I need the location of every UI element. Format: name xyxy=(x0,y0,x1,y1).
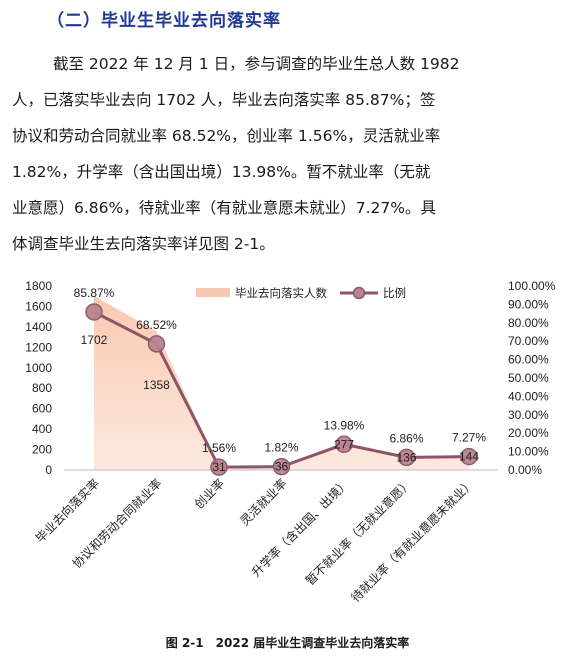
ratio-point-marker xyxy=(85,303,103,321)
count-data-label: 36 xyxy=(275,460,289,474)
destination-rate-chart: 0 200 400 600 800 1000 1200 1400 1600 1800 0.00% 10… xyxy=(25,279,556,605)
section-heading: （二）毕业生毕业去向落实率 xyxy=(47,11,281,31)
area-series-count xyxy=(94,296,469,470)
legend-area-swatch xyxy=(196,288,230,297)
left-axis-tick-label: 600 xyxy=(32,402,52,416)
paragraph-line: 人，已落实毕业去向 1702 人，毕业去向落实率 85.87%；签 xyxy=(12,91,436,109)
ratio-point-marker xyxy=(272,457,291,476)
left-axis-tick-label: 800 xyxy=(32,381,52,395)
ratio-point-marker xyxy=(147,335,166,353)
count-data-label: 1358 xyxy=(143,378,170,392)
ratio-point-marker xyxy=(335,435,353,454)
left-axis-tick-label: 1200 xyxy=(25,340,52,354)
ratio-data-label: 13.98% xyxy=(324,418,365,432)
ratio-data-label: 85.87% xyxy=(74,286,115,300)
right-axis-tick-label: 40.00% xyxy=(508,389,549,403)
count-data-label: 277 xyxy=(334,437,354,451)
right-axis-tick-label: 100.00% xyxy=(508,279,556,293)
paragraph-line: 截至 2022 年 12 月 1 日，参与调查的毕业生总人数 1982 xyxy=(53,55,460,73)
ratio-data-label: 1.82% xyxy=(264,441,298,455)
ratio-point-marker xyxy=(460,447,478,466)
legend-line-label: 比例 xyxy=(383,286,406,300)
category-axis-label: 灵活就业率 xyxy=(237,476,290,529)
right-axis-tick-label: 0.00% xyxy=(508,463,542,477)
category-axis-label: 待就业率（有就业意愿未就业） xyxy=(348,476,477,605)
left-axis-tick-label: 1800 xyxy=(25,279,52,293)
figure-caption: 图 2-1 2022 届毕业生调查毕业去向落实率 xyxy=(165,636,410,650)
ratio-point-marker xyxy=(397,448,416,467)
category-axis-label: 毕业去向落实率 xyxy=(32,476,102,546)
paragraph-line: 1.82%，升学率（含出国出境）13.98%。暂不就业率（无就 xyxy=(12,163,431,181)
ratio-data-label: 7.27% xyxy=(452,431,486,445)
right-axis-tick-label: 90.00% xyxy=(508,297,549,311)
ratio-data-label: 1.56% xyxy=(202,441,236,455)
left-axis-tick-label: 1600 xyxy=(25,299,52,313)
left-axis-tick-label: 200 xyxy=(32,443,52,457)
count-data-label: 1702 xyxy=(81,333,108,347)
right-axis-tick-label: 50.00% xyxy=(508,371,549,385)
left-axis-tick-label: 1000 xyxy=(25,361,52,375)
right-axis-tick-label: 30.00% xyxy=(508,408,549,422)
summary-paragraph: 截至 2022 年 12 月 1 日，参与调查的毕业生总人数 1982 人，已落… xyxy=(12,46,565,262)
right-axis-tick-label: 10.00% xyxy=(508,445,549,459)
left-axis-tick-label: 0 xyxy=(45,463,52,477)
count-data-label: 31 xyxy=(212,460,226,474)
left-axis-tick-label: 1400 xyxy=(25,320,52,334)
legend-line-marker xyxy=(352,286,366,300)
left-axis-tick-label: 400 xyxy=(32,422,52,436)
legend-area-label: 毕业去向落实人数 xyxy=(235,286,327,300)
right-axis-tick-label: 80.00% xyxy=(508,316,549,330)
right-axis-tick-label: 60.00% xyxy=(508,353,549,367)
right-axis-tick-label: 70.00% xyxy=(508,334,549,348)
ratio-data-label: 68.52% xyxy=(136,318,177,332)
category-axis-label: 创业率 xyxy=(191,476,227,512)
count-data-label: 136 xyxy=(396,450,416,464)
paragraph-line: 体调查毕业生去向落实率详见图 2-1。 xyxy=(12,235,275,253)
paragraph-line: 业意愿）6.86%，待就业率（有就业意愿未就业）7.27%。具 xyxy=(12,199,436,217)
count-data-label: 144 xyxy=(459,450,479,464)
ratio-point-marker xyxy=(210,458,228,476)
category-axis-label: 暂不就业率（无就业意愿） xyxy=(302,476,414,588)
ratio-data-label: 6.86% xyxy=(389,431,423,445)
right-axis-tick-label: 20.00% xyxy=(508,426,549,440)
paragraph-line: 协议和劳动合同就业率 68.52%，创业率 1.56%，灵活就业率 xyxy=(12,127,441,145)
